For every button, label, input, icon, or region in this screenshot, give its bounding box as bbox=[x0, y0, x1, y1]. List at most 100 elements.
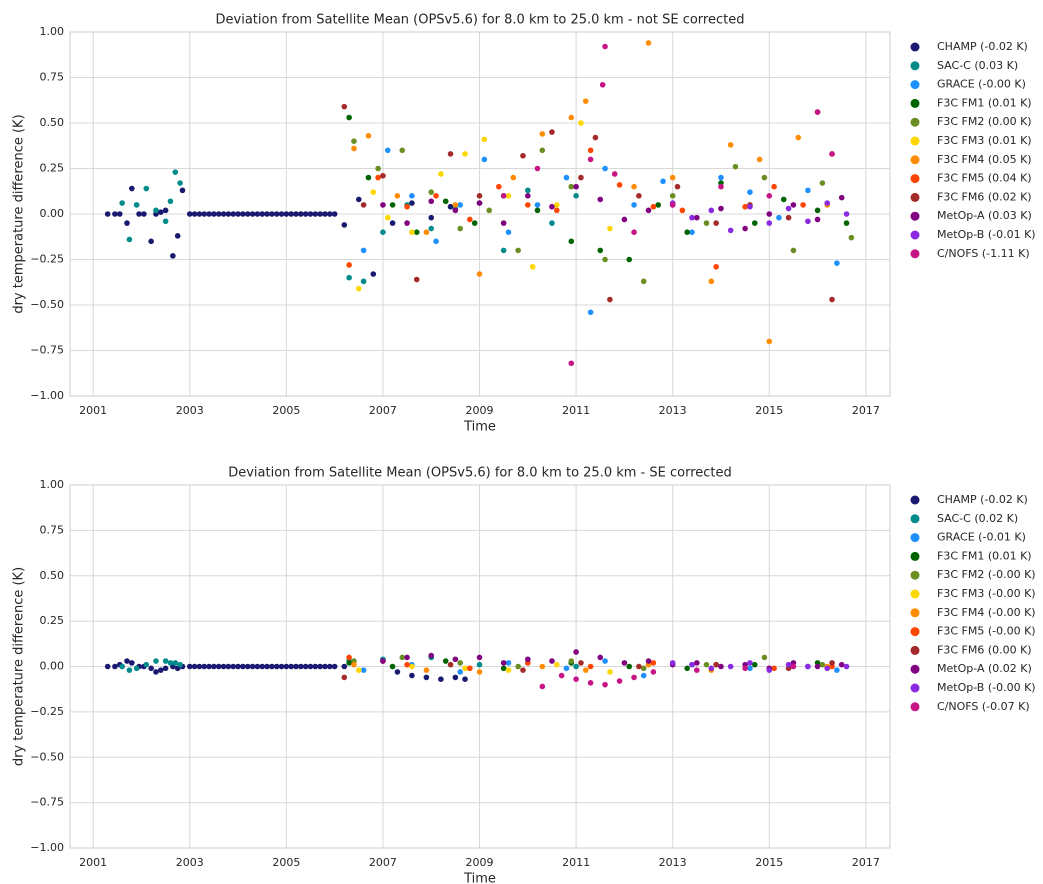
point bbox=[452, 207, 459, 214]
point bbox=[283, 211, 290, 217]
point bbox=[761, 174, 768, 181]
point bbox=[747, 665, 753, 672]
point bbox=[244, 663, 251, 670]
point bbox=[254, 211, 261, 217]
point bbox=[380, 658, 386, 664]
point bbox=[225, 211, 232, 217]
legend-label: MetOp-B (-0.01 K) bbox=[937, 228, 1036, 241]
point bbox=[771, 183, 777, 190]
point bbox=[534, 202, 541, 208]
point bbox=[341, 103, 348, 110]
series bbox=[355, 120, 613, 292]
point bbox=[500, 665, 507, 672]
point bbox=[747, 203, 753, 210]
legend-marker bbox=[910, 192, 920, 202]
point bbox=[486, 207, 492, 214]
point bbox=[563, 174, 570, 181]
point bbox=[112, 663, 118, 670]
point bbox=[404, 203, 410, 210]
point bbox=[814, 207, 821, 214]
series bbox=[351, 138, 855, 285]
series bbox=[346, 654, 835, 672]
point bbox=[592, 134, 599, 141]
point bbox=[116, 211, 123, 217]
series bbox=[500, 43, 835, 367]
point bbox=[269, 663, 275, 670]
point bbox=[587, 309, 594, 316]
point bbox=[650, 203, 657, 210]
point bbox=[457, 225, 464, 232]
point bbox=[322, 211, 328, 217]
point bbox=[438, 171, 444, 177]
point bbox=[346, 660, 352, 666]
point bbox=[655, 202, 661, 208]
point bbox=[404, 654, 410, 661]
legend-marker bbox=[910, 645, 920, 655]
point bbox=[645, 207, 652, 214]
point bbox=[669, 660, 676, 666]
point bbox=[355, 285, 362, 292]
y-tick-label: 0.00 bbox=[40, 660, 65, 673]
point bbox=[331, 663, 338, 670]
point bbox=[829, 296, 835, 303]
point bbox=[170, 253, 176, 259]
y-tick-label: 0.00 bbox=[40, 207, 65, 220]
point bbox=[157, 667, 164, 673]
point bbox=[174, 233, 181, 239]
point bbox=[327, 663, 333, 670]
point bbox=[805, 187, 811, 194]
point bbox=[399, 147, 406, 154]
legend-marker bbox=[910, 230, 920, 240]
y-tick-label: 0.25 bbox=[40, 162, 65, 175]
point bbox=[780, 196, 787, 203]
point bbox=[307, 211, 314, 217]
series bbox=[104, 658, 468, 683]
point bbox=[404, 220, 410, 226]
point bbox=[650, 660, 657, 666]
point bbox=[143, 661, 150, 668]
point bbox=[351, 145, 357, 152]
point bbox=[582, 667, 589, 673]
x-tick-label: 2009 bbox=[466, 404, 494, 417]
point bbox=[124, 658, 130, 664]
legend-label: F3C FM1 (0.01 K) bbox=[937, 96, 1032, 109]
point bbox=[124, 220, 130, 226]
point bbox=[331, 211, 338, 217]
series bbox=[341, 658, 835, 681]
point bbox=[819, 661, 826, 668]
point bbox=[785, 661, 792, 668]
point bbox=[240, 211, 246, 217]
point bbox=[607, 225, 613, 232]
point bbox=[631, 183, 637, 190]
point bbox=[525, 187, 531, 194]
legend-marker bbox=[910, 249, 920, 259]
point bbox=[211, 211, 217, 217]
point bbox=[380, 202, 386, 208]
point bbox=[645, 658, 652, 664]
point bbox=[573, 663, 579, 670]
point bbox=[148, 238, 154, 245]
point bbox=[404, 661, 410, 668]
point bbox=[452, 674, 459, 681]
legend-label: SAC-C (0.03 K) bbox=[937, 59, 1018, 72]
point bbox=[162, 207, 169, 214]
point bbox=[776, 214, 782, 221]
point bbox=[126, 236, 133, 243]
point bbox=[694, 214, 700, 221]
point bbox=[834, 260, 840, 266]
point bbox=[578, 174, 584, 181]
point bbox=[288, 663, 294, 670]
point bbox=[534, 165, 541, 172]
point bbox=[568, 360, 575, 367]
point bbox=[104, 211, 111, 217]
y-tick-label: 1.00 bbox=[40, 25, 65, 38]
point bbox=[602, 658, 608, 664]
point bbox=[467, 665, 473, 672]
legend-marker bbox=[910, 589, 920, 599]
x-axis-label: Time bbox=[463, 872, 496, 884]
point bbox=[525, 202, 531, 208]
x-tick-label: 2007 bbox=[369, 856, 397, 869]
point bbox=[539, 131, 546, 137]
point bbox=[186, 211, 193, 217]
point bbox=[153, 669, 159, 675]
